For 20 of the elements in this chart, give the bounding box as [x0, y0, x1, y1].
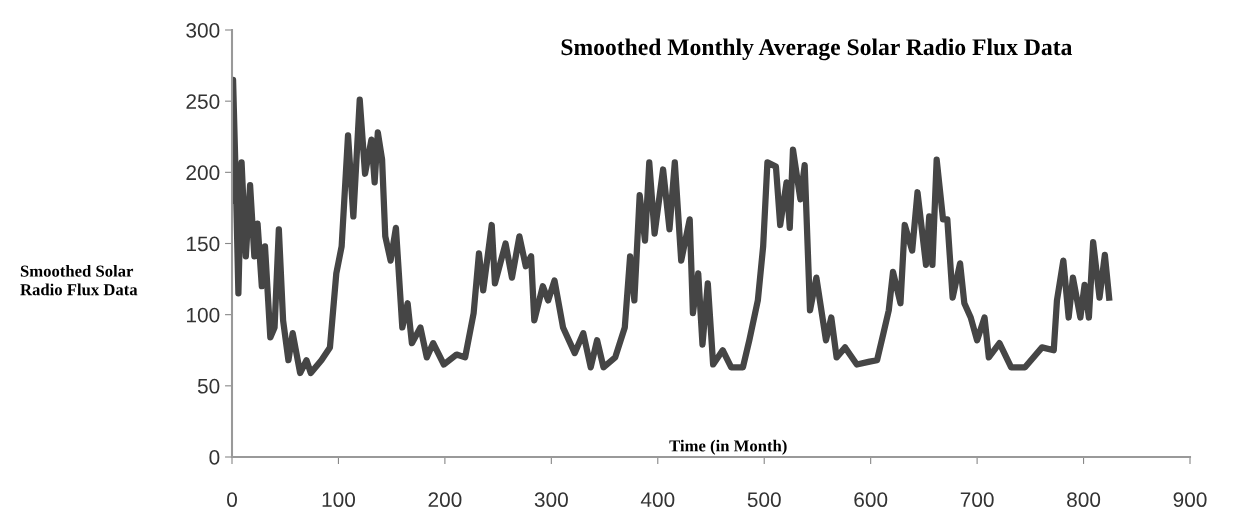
- y-tick-label: 250: [186, 94, 220, 109]
- y-tick-label: 150: [187, 236, 220, 252]
- y-tick-label: 50: [197, 378, 220, 394]
- x-tick-label: 900: [1173, 492, 1207, 508]
- x-axis-title: Time (in Month): [669, 439, 787, 455]
- x-tick-label: 100: [322, 492, 356, 508]
- x-tick-label: 500: [747, 492, 781, 508]
- x-tick-label: 400: [640, 492, 675, 508]
- y-tick-label: 300: [186, 23, 220, 38]
- x-tick-label: 300: [534, 492, 568, 508]
- chart-title: Smoothed Monthly Average Solar Radio Flux Data: [561, 38, 1073, 61]
- x-tick-label: 700: [960, 492, 994, 508]
- x-tick-label: 0: [227, 492, 237, 508]
- y-tick-label: 200: [186, 165, 220, 181]
- y-axis-title: Smoothed Solar Radio Flux Data: [20, 265, 138, 296]
- x-tick-label: 800: [1067, 492, 1101, 508]
- x-tick-label: 600: [854, 492, 888, 508]
- y-tick-label: 0: [209, 450, 220, 465]
- y-tick-label: 100: [187, 307, 220, 323]
- x-tick-label: 200: [428, 492, 462, 508]
